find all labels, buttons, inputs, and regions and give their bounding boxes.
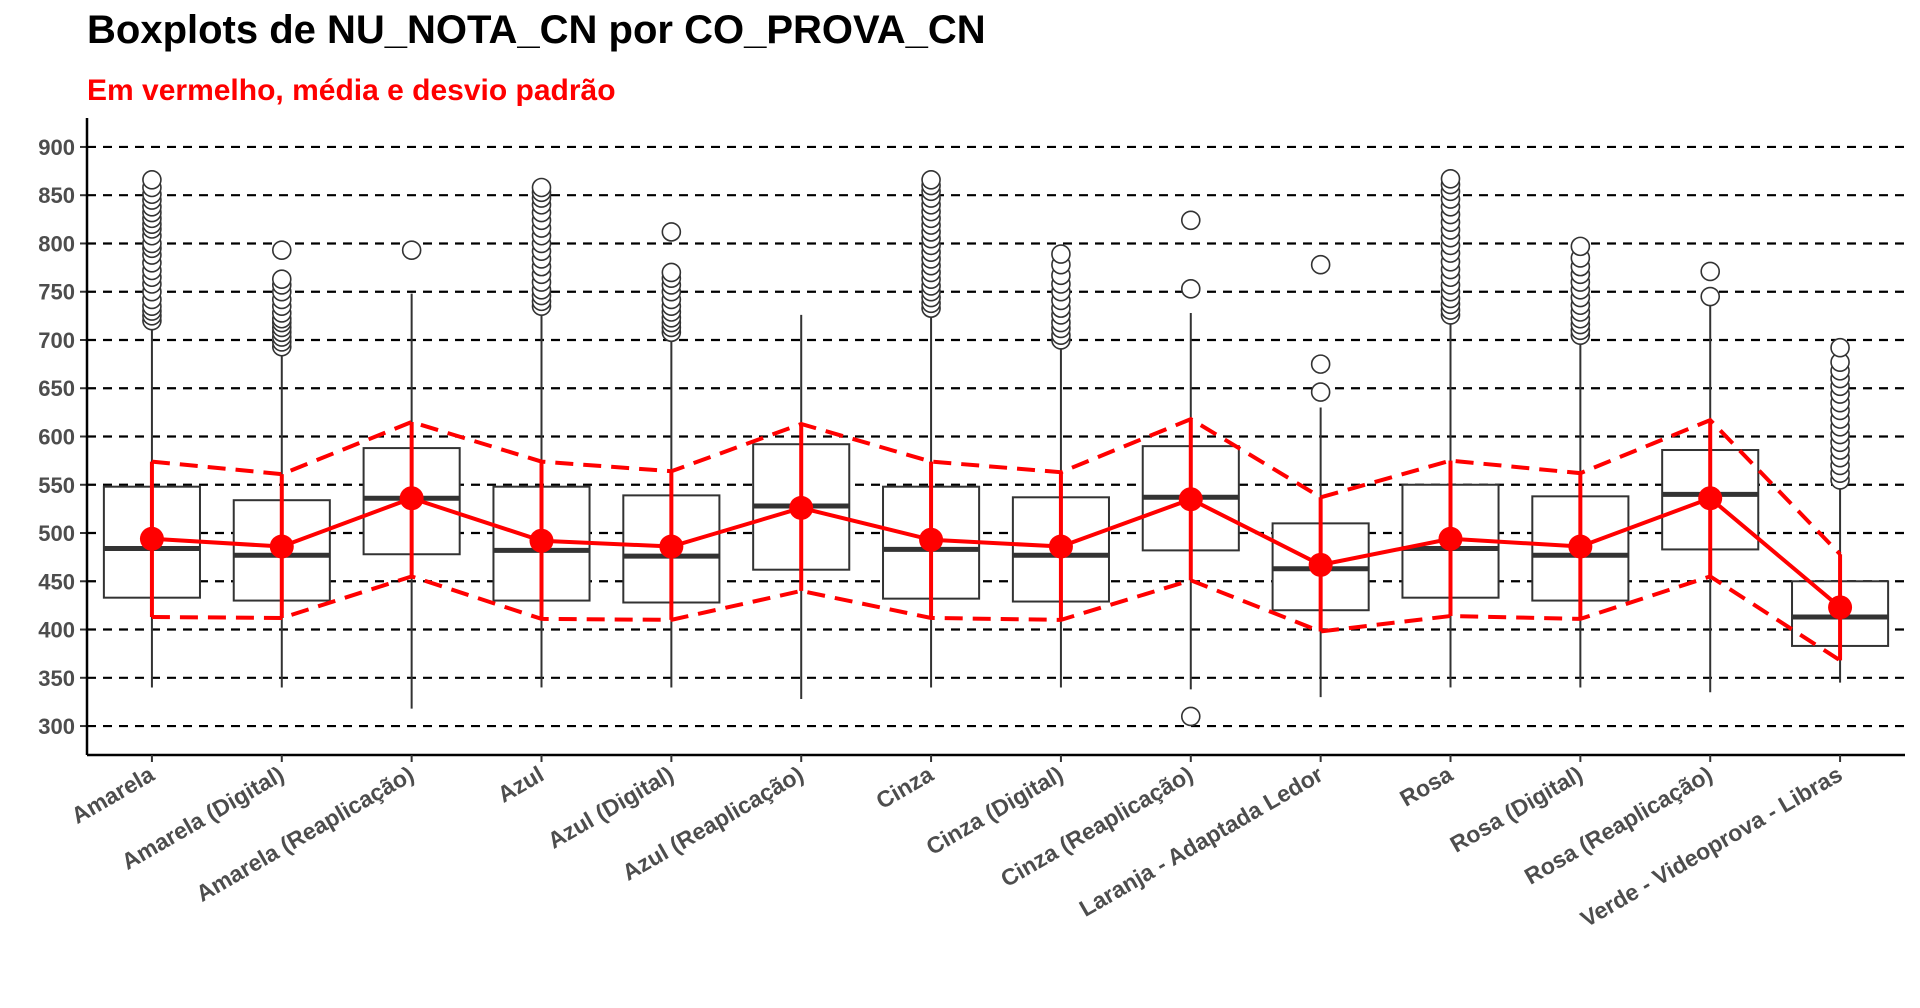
- outlier-point: [1570, 236, 1591, 257]
- outlier-point: [1440, 169, 1461, 189]
- x-tick-label: Amarela: [67, 761, 159, 829]
- outlier-point: [1051, 244, 1071, 264]
- mean-point: [1698, 486, 1723, 511]
- outlier-point: [271, 240, 292, 261]
- mean-point: [399, 486, 424, 511]
- outlier-point: [1180, 210, 1201, 231]
- mean-point: [789, 495, 814, 520]
- outlier-point: [271, 269, 292, 289]
- x-tick-label: Amarela (Reaplicação): [191, 761, 418, 907]
- mean-point: [529, 528, 554, 553]
- mean-point: [139, 526, 164, 551]
- outlier-point: [1830, 337, 1850, 358]
- mean-point: [1048, 534, 1073, 559]
- sd-upper-line: [151, 416, 1842, 556]
- mean-sd-overlay: [139, 416, 1853, 663]
- x-tick-label: Cinza: [871, 761, 937, 814]
- x-tick-label: Laranja - Adaptada Ledor: [1075, 761, 1327, 922]
- mean-line: [151, 495, 1842, 609]
- sd-lower-line: [151, 574, 1842, 663]
- mean-point: [659, 534, 684, 559]
- y-tick-label: 500: [38, 521, 75, 546]
- outlier-point: [1700, 261, 1721, 282]
- mean-point: [1438, 526, 1463, 551]
- outlier-point: [921, 169, 941, 190]
- y-tick-label: 700: [38, 328, 75, 353]
- boxplots: [102, 169, 1890, 727]
- gridlines: [87, 145, 1905, 728]
- y-tick-label: 600: [38, 425, 75, 450]
- mean-point: [269, 534, 294, 559]
- x-tick-label: Azul: [493, 761, 548, 808]
- chart-title: Boxplots de NU_NOTA_CN por CO_PROVA_CN: [87, 8, 986, 52]
- outlier-point: [661, 222, 682, 242]
- outlier-point: [661, 262, 682, 283]
- y-tick-label: 550: [38, 473, 75, 498]
- outlier-point: [1700, 286, 1721, 307]
- x-tick-label: Rosa: [1395, 761, 1457, 812]
- mean-point: [1308, 552, 1333, 577]
- y-tick-label: 800: [38, 231, 75, 256]
- x-tick-label: Verde - Videoprova - Libras: [1576, 761, 1847, 932]
- boxplot-2: [232, 240, 331, 688]
- y-tick-label: 350: [38, 666, 75, 691]
- outlier-point: [1180, 279, 1201, 299]
- mean-point: [1178, 487, 1203, 512]
- outlier-point: [1310, 254, 1331, 275]
- y-tick-label: 450: [38, 569, 75, 594]
- mean-point: [1828, 595, 1853, 620]
- y-tick-label: 400: [38, 618, 75, 643]
- y-tick-label: 750: [38, 280, 75, 305]
- mean-point: [1568, 534, 1593, 559]
- outlier-point: [1310, 382, 1331, 402]
- y-tick-label: 300: [38, 714, 75, 739]
- outlier-point: [401, 240, 422, 261]
- outlier-point: [1180, 706, 1201, 727]
- outlier-point: [142, 169, 162, 190]
- boxplot-5: [622, 222, 721, 688]
- outlier-point: [531, 177, 552, 198]
- chart-subtitle: Em vermelho, média e desvio padrão: [87, 74, 616, 107]
- mean-point: [919, 527, 944, 552]
- y-tick-label: 900: [38, 135, 75, 160]
- outlier-point: [1310, 354, 1331, 374]
- y-tick-label: 650: [38, 376, 75, 401]
- y-tick-label: 850: [38, 183, 75, 208]
